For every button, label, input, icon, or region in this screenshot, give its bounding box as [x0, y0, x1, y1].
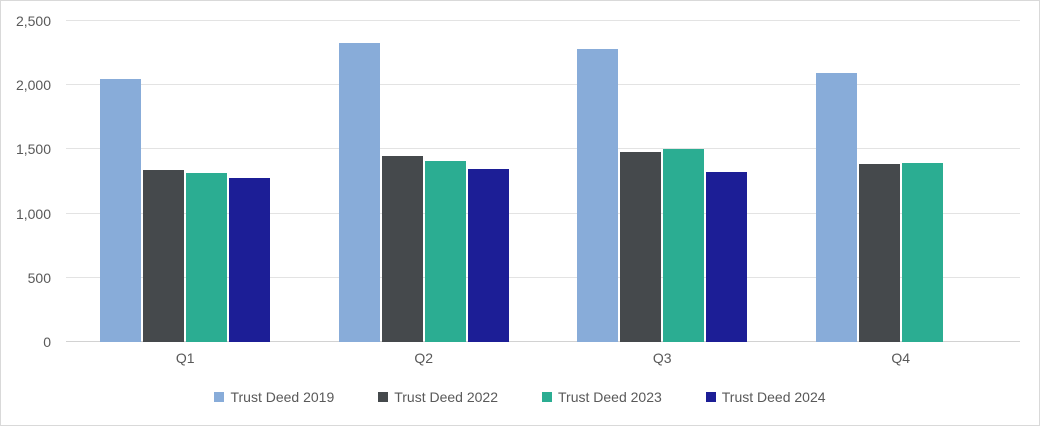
bar-q1-series-2: [186, 173, 228, 342]
y-axis-tick-label: 0: [43, 334, 51, 350]
legend-swatch-icon: [542, 392, 552, 402]
gridline: [66, 84, 1020, 86]
x-axis-category-label: Q3: [652, 350, 672, 366]
bar-q3-series-3: [706, 171, 748, 342]
bar-q2-series-1: [381, 156, 423, 342]
bar-q2-series-3: [467, 169, 509, 342]
legend-swatch-icon: [378, 392, 389, 402]
bar-group-q1: Q1: [66, 21, 305, 366]
legend-item-label: Trust Deed 2024: [721, 389, 826, 405]
x-axis-category-label: Q4: [891, 350, 911, 366]
bar-group-q4: Q4: [782, 21, 1021, 366]
gridline: [66, 212, 1020, 214]
bar-q3-series-1: [620, 151, 662, 342]
bar-q2-series-0: [338, 42, 380, 342]
legend-swatch-icon: [705, 392, 716, 402]
x-axis-category-label: Q1: [175, 350, 195, 366]
bar-group-q3: Q3: [543, 21, 782, 366]
legend-item-label: Trust Deed 2019: [230, 389, 335, 405]
legend-item: Trust Deed 2019: [214, 389, 334, 405]
bar-q4-series-0: [815, 73, 857, 342]
bar-group-q2: Q2: [305, 21, 544, 366]
gridline: [66, 20, 1020, 21]
bar-q3-series-2: [663, 148, 705, 342]
y-axis-tick-label: 2,500: [15, 13, 51, 29]
bar-q3-series-0: [577, 48, 619, 342]
gridline: [66, 276, 1020, 278]
y-axis-tick-label: 500: [27, 269, 51, 286]
bar-q4-series-1: [858, 164, 900, 342]
bar-groups: Q1 Q2 Q3 Q4: [66, 21, 1021, 366]
legend-item: Trust Deed 2023: [542, 389, 662, 405]
x-axis-line: [66, 341, 1020, 342]
y-axis-tick-label: 2,000: [15, 77, 51, 94]
bar-q2-series-2: [424, 160, 466, 342]
bar-q1-series-0: [100, 79, 142, 342]
y-axis: 0 500 1,000 1,500 2,000 2,500: [1, 14, 51, 349]
gridline: [66, 148, 1020, 150]
legend-item: Trust Deed 2024: [705, 389, 826, 405]
bar-q1-series-1: [143, 169, 185, 342]
bar-q4-series-2: [901, 162, 943, 342]
y-axis-tick-label: 1,000: [15, 205, 51, 222]
x-axis-category-label: Q2: [414, 350, 434, 366]
bar-q1-series-3: [229, 177, 271, 342]
y-axis-tick-label: 1,500: [15, 141, 51, 158]
legend: Trust Deed 2019 Trust Deed 2022 Trust Deed…: [1, 389, 1039, 405]
plot-area: Q1 Q2 Q3 Q4: [66, 20, 1021, 366]
legend-item-label: Trust Deed 2022: [394, 389, 498, 405]
legend-item: Trust Deed 2022: [378, 389, 498, 405]
legend-item-label: Trust Deed 2023: [558, 389, 662, 405]
legend-swatch-icon: [214, 392, 225, 402]
